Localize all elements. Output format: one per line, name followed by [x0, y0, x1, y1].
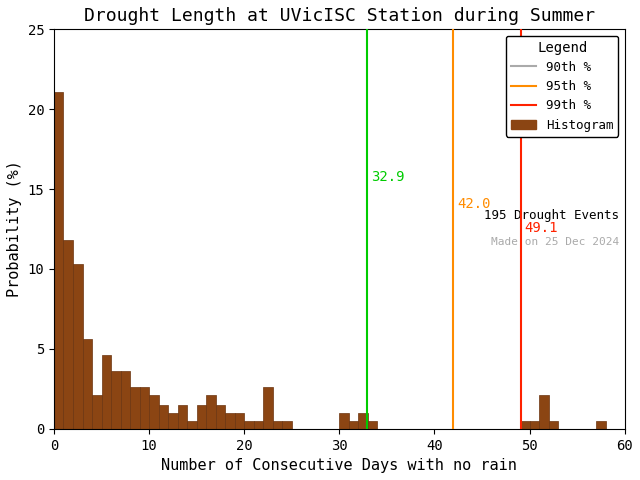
Bar: [349, 421, 358, 429]
Bar: [63, 240, 73, 429]
Y-axis label: Probability (%): Probability (%): [7, 161, 22, 298]
Text: 42.0: 42.0: [457, 197, 491, 211]
X-axis label: Number of Consecutive Days with no rain: Number of Consecutive Days with no rain: [161, 458, 517, 473]
Text: 49.1: 49.1: [525, 221, 558, 235]
Bar: [529, 421, 539, 429]
Text: 195 Drought Events: 195 Drought Events: [484, 209, 619, 222]
Bar: [83, 339, 92, 429]
Bar: [187, 421, 196, 429]
Bar: [253, 421, 263, 429]
Bar: [92, 395, 102, 429]
Bar: [539, 395, 548, 429]
Bar: [168, 413, 178, 429]
Bar: [244, 421, 253, 429]
Bar: [159, 405, 168, 429]
Bar: [120, 371, 130, 429]
Bar: [225, 413, 235, 429]
Bar: [111, 371, 120, 429]
Bar: [178, 405, 187, 429]
Bar: [235, 413, 244, 429]
Bar: [282, 421, 292, 429]
Bar: [196, 405, 206, 429]
Legend: 90th %, 95th %, 99th %, Histogram: 90th %, 95th %, 99th %, Histogram: [506, 36, 618, 136]
Bar: [263, 387, 273, 429]
Bar: [54, 92, 63, 429]
Bar: [73, 264, 83, 429]
Bar: [548, 421, 558, 429]
Bar: [520, 421, 529, 429]
Bar: [358, 413, 368, 429]
Bar: [339, 413, 349, 429]
Title: Drought Length at UVicISC Station during Summer: Drought Length at UVicISC Station during…: [84, 7, 595, 25]
Text: 32.9: 32.9: [371, 170, 404, 184]
Bar: [102, 355, 111, 429]
Bar: [140, 387, 149, 429]
Bar: [130, 387, 140, 429]
Text: Made on 25 Dec 2024: Made on 25 Dec 2024: [491, 237, 619, 247]
Bar: [216, 405, 225, 429]
Bar: [596, 421, 605, 429]
Bar: [149, 395, 159, 429]
Bar: [273, 421, 282, 429]
Bar: [368, 421, 378, 429]
Bar: [206, 395, 216, 429]
